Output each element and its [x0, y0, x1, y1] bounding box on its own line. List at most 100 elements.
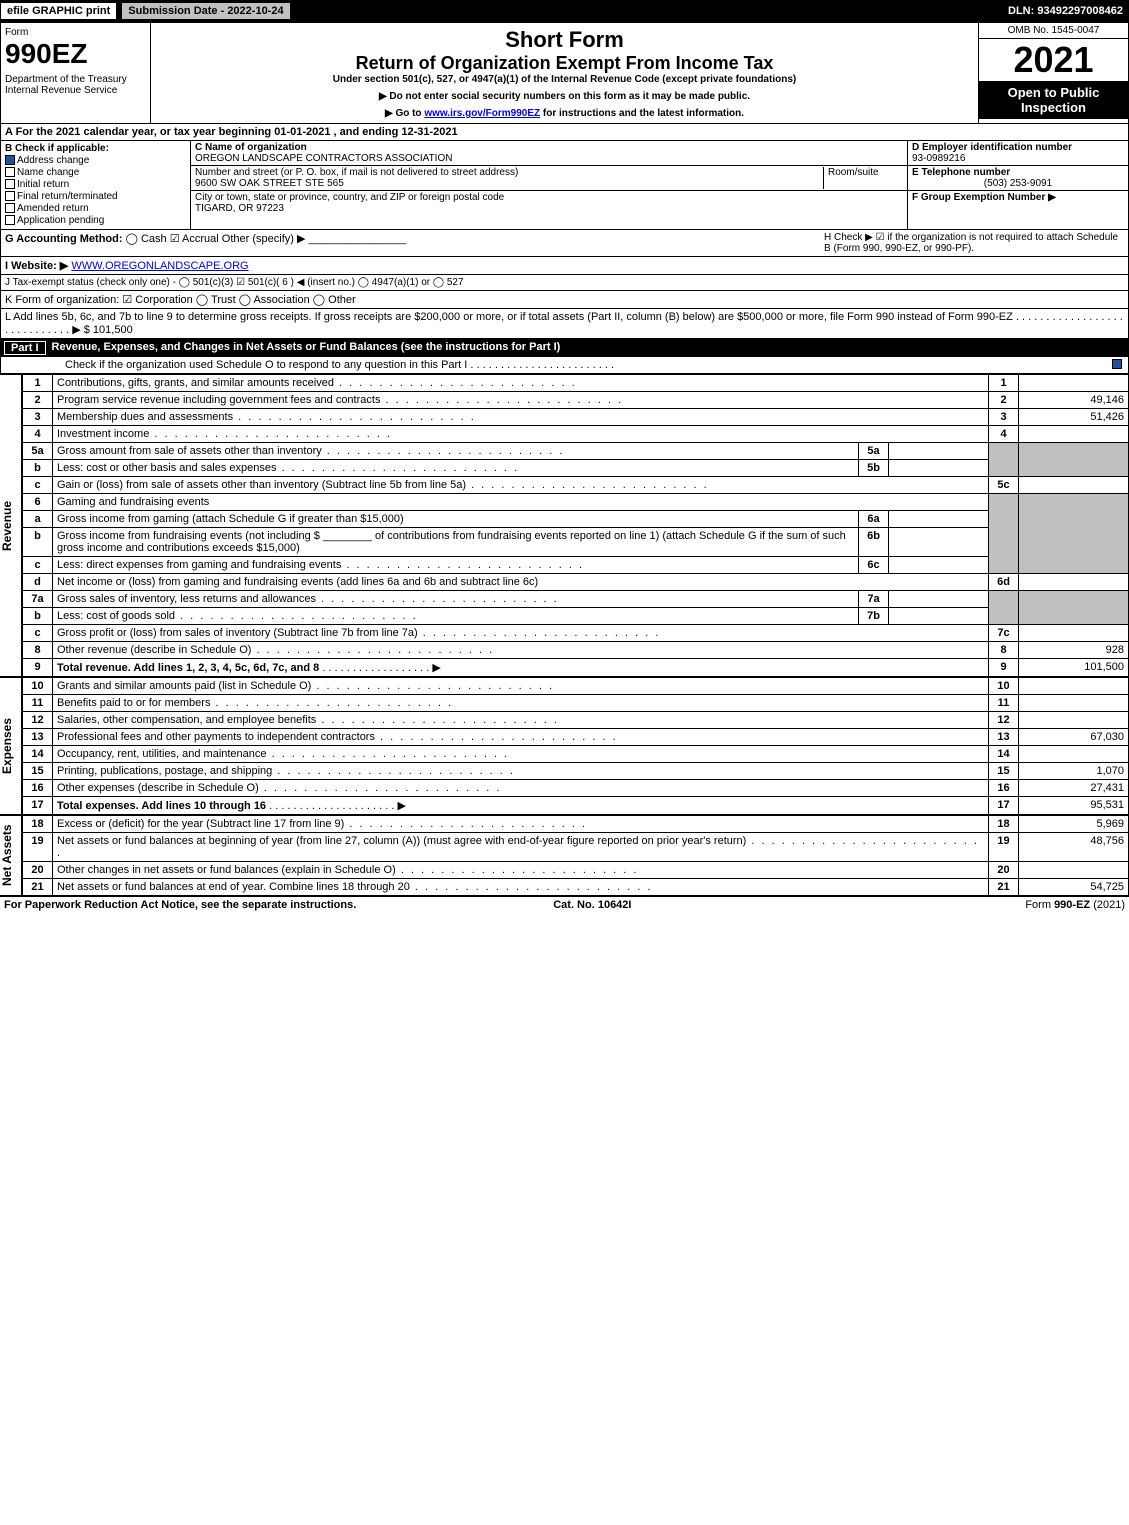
irs-link[interactable]: www.irs.gov/Form990EZ	[424, 108, 540, 119]
checkbox-icon	[5, 155, 15, 165]
submission-date: Submission Date - 2022-10-24	[121, 2, 290, 20]
expenses-side-label: Expenses	[0, 677, 22, 815]
checkbox-icon	[5, 203, 15, 213]
omb-number: OMB No. 1545-0047	[979, 23, 1128, 39]
g-accrual: Accrual	[182, 233, 219, 245]
f-group: F Group Exemption Number ▶	[908, 191, 1128, 204]
chk-final-return[interactable]: Final return/terminated	[5, 191, 186, 202]
efile-badge: efile GRAPHIC print	[0, 2, 117, 20]
note-goto: ▶ Go to www.irs.gov/Form990EZ for instru…	[155, 108, 974, 119]
line-20: 20Other changes in net assets or fund ba…	[23, 862, 1129, 879]
header-right: OMB No. 1545-0047 2021 Open to Public In…	[978, 23, 1128, 123]
revenue-table: 1Contributions, gifts, grants, and simil…	[22, 374, 1129, 677]
part1-title: Revenue, Expenses, and Changes in Net As…	[52, 341, 561, 355]
dln: DLN: 93492297008462	[1008, 5, 1129, 17]
phone-label: E Telephone number	[912, 167, 1010, 178]
checkbox-icon	[5, 179, 15, 189]
org-name: OREGON LANDSCAPE CONTRACTORS ASSOCIATION	[195, 153, 452, 164]
line-16: 16Other expenses (describe in Schedule O…	[23, 780, 1129, 797]
row-j-tax-exempt: J Tax-exempt status (check only one) - ◯…	[0, 275, 1129, 291]
revenue-section: Revenue 1Contributions, gifts, grants, a…	[0, 374, 1129, 677]
checkbox-icon	[5, 167, 15, 177]
line-3: 3Membership dues and assessments351,426	[23, 409, 1129, 426]
g-accounting: G Accounting Method: ◯ Cash ☑ Accrual Ot…	[5, 232, 824, 254]
c-city: City or town, state or province, country…	[191, 191, 907, 215]
department: Department of the Treasury Internal Reve…	[5, 74, 146, 96]
expenses-table: 10Grants and similar amounts paid (list …	[22, 677, 1129, 815]
line-11: 11Benefits paid to or for members11	[23, 695, 1129, 712]
line-13: 13Professional fees and other payments t…	[23, 729, 1129, 746]
row-i-website: I Website: ▶ WWW.OREGONLANDSCAPE.ORG	[0, 257, 1129, 275]
section-bcdf: B Check if applicable: Address change Na…	[0, 141, 1129, 230]
title-short-form: Short Form	[155, 27, 974, 53]
part1-sub: Check if the organization used Schedule …	[0, 357, 1129, 374]
form-header: Form 990EZ Department of the Treasury In…	[0, 22, 1129, 124]
row-l-gross-receipts: L Add lines 5b, 6c, and 7b to line 9 to …	[0, 309, 1129, 339]
h-schedule-b: H Check ▶ ☑ if the organization is not r…	[824, 232, 1124, 254]
col-d: D Employer identification number 93-0989…	[908, 141, 1128, 229]
line-6: 6Gaming and fundraising events	[23, 494, 1129, 511]
row-a-calendar: A For the 2021 calendar year, or tax yea…	[0, 124, 1129, 141]
line-4: 4Investment income4	[23, 426, 1129, 443]
line-5a: 5aGross amount from sale of assets other…	[23, 443, 1129, 460]
line-7b: bLess: cost of goods sold7b	[23, 608, 1129, 625]
line-7a: 7aGross sales of inventory, less returns…	[23, 591, 1129, 608]
col-b: B Check if applicable: Address change Na…	[1, 141, 191, 229]
expenses-section: Expenses 10Grants and similar amounts pa…	[0, 677, 1129, 815]
g-cash: Cash	[141, 233, 167, 245]
netassets-section: Net Assets 18Excess or (deficit) for the…	[0, 815, 1129, 896]
line-12: 12Salaries, other compensation, and empl…	[23, 712, 1129, 729]
ein-label: D Employer identification number	[912, 142, 1072, 153]
e-phone: E Telephone number (503) 253-9091	[908, 166, 1128, 191]
tax-year: 2021	[979, 39, 1128, 81]
line-6b: bGross income from fundraising events (n…	[23, 528, 1129, 557]
d-ein: D Employer identification number 93-0989…	[908, 141, 1128, 166]
row-k-form-org: K Form of organization: ☑ Corporation ◯ …	[0, 291, 1129, 309]
website-link[interactable]: WWW.OREGONLANDSCAPE.ORG	[71, 260, 248, 272]
chk-name-change[interactable]: Name change	[5, 167, 186, 178]
part1-label: Part I	[4, 341, 46, 355]
c-name: C Name of organization OREGON LANDSCAPE …	[191, 141, 907, 166]
chk-initial-return[interactable]: Initial return	[5, 179, 186, 190]
header-left: Form 990EZ Department of the Treasury In…	[1, 23, 151, 123]
line-8: 8Other revenue (describe in Schedule O)8…	[23, 642, 1129, 659]
col-c: C Name of organization OREGON LANDSCAPE …	[191, 141, 908, 229]
header-center: Short Form Return of Organization Exempt…	[151, 23, 978, 123]
c-name-label: C Name of organization	[195, 142, 307, 153]
phone-value: (503) 253-9091	[912, 178, 1124, 189]
checkbox-icon	[5, 215, 15, 225]
line-10: 10Grants and similar amounts paid (list …	[23, 678, 1129, 695]
chk-address-change[interactable]: Address change	[5, 155, 186, 166]
note-ssn: ▶ Do not enter social security numbers o…	[155, 91, 974, 102]
chk-amended[interactable]: Amended return	[5, 203, 186, 214]
line-7c: cGross profit or (loss) from sales of in…	[23, 625, 1129, 642]
group-label: F Group Exemption Number ▶	[912, 192, 1056, 203]
line-1: 1Contributions, gifts, grants, and simil…	[23, 375, 1129, 392]
chk-application-pending[interactable]: Application pending	[5, 215, 186, 226]
open-to-public: Open to Public Inspection	[979, 81, 1128, 119]
city-value: TIGARD, OR 97223	[195, 203, 284, 214]
c-street: Number and street (or P. O. box, if mail…	[191, 166, 907, 191]
line-21: 21Net assets or fund balances at end of …	[23, 879, 1129, 896]
line-19: 19Net assets or fund balances at beginni…	[23, 833, 1129, 862]
line-6c: cLess: direct expenses from gaming and f…	[23, 557, 1129, 574]
form-label: Form	[5, 27, 146, 38]
netassets-side-label: Net Assets	[0, 815, 22, 896]
line-6d: dNet income or (loss) from gaming and fu…	[23, 574, 1129, 591]
i-label: I Website: ▶	[5, 260, 68, 272]
footer-catno: Cat. No. 10642I	[553, 899, 631, 911]
line-5b: bLess: cost or other basis and sales exp…	[23, 460, 1129, 477]
page-footer: For Paperwork Reduction Act Notice, see …	[0, 896, 1129, 913]
goto-pre: ▶ Go to	[385, 108, 424, 119]
line-2: 2Program service revenue including gover…	[23, 392, 1129, 409]
city-label: City or town, state or province, country…	[195, 192, 504, 203]
part1-subtext: Check if the organization used Schedule …	[65, 359, 614, 371]
line-17: 17Total expenses. Add lines 10 through 1…	[23, 797, 1129, 815]
street-label: Number and street (or P. O. box, if mail…	[195, 167, 518, 178]
line-5c: cGain or (loss) from sale of assets othe…	[23, 477, 1129, 494]
checkbox-icon	[5, 191, 15, 201]
b-label: B Check if applicable:	[5, 143, 186, 154]
room-suite: Room/suite	[823, 167, 903, 189]
goto-post: for instructions and the latest informat…	[540, 108, 744, 119]
g-label: G Accounting Method:	[5, 233, 123, 245]
